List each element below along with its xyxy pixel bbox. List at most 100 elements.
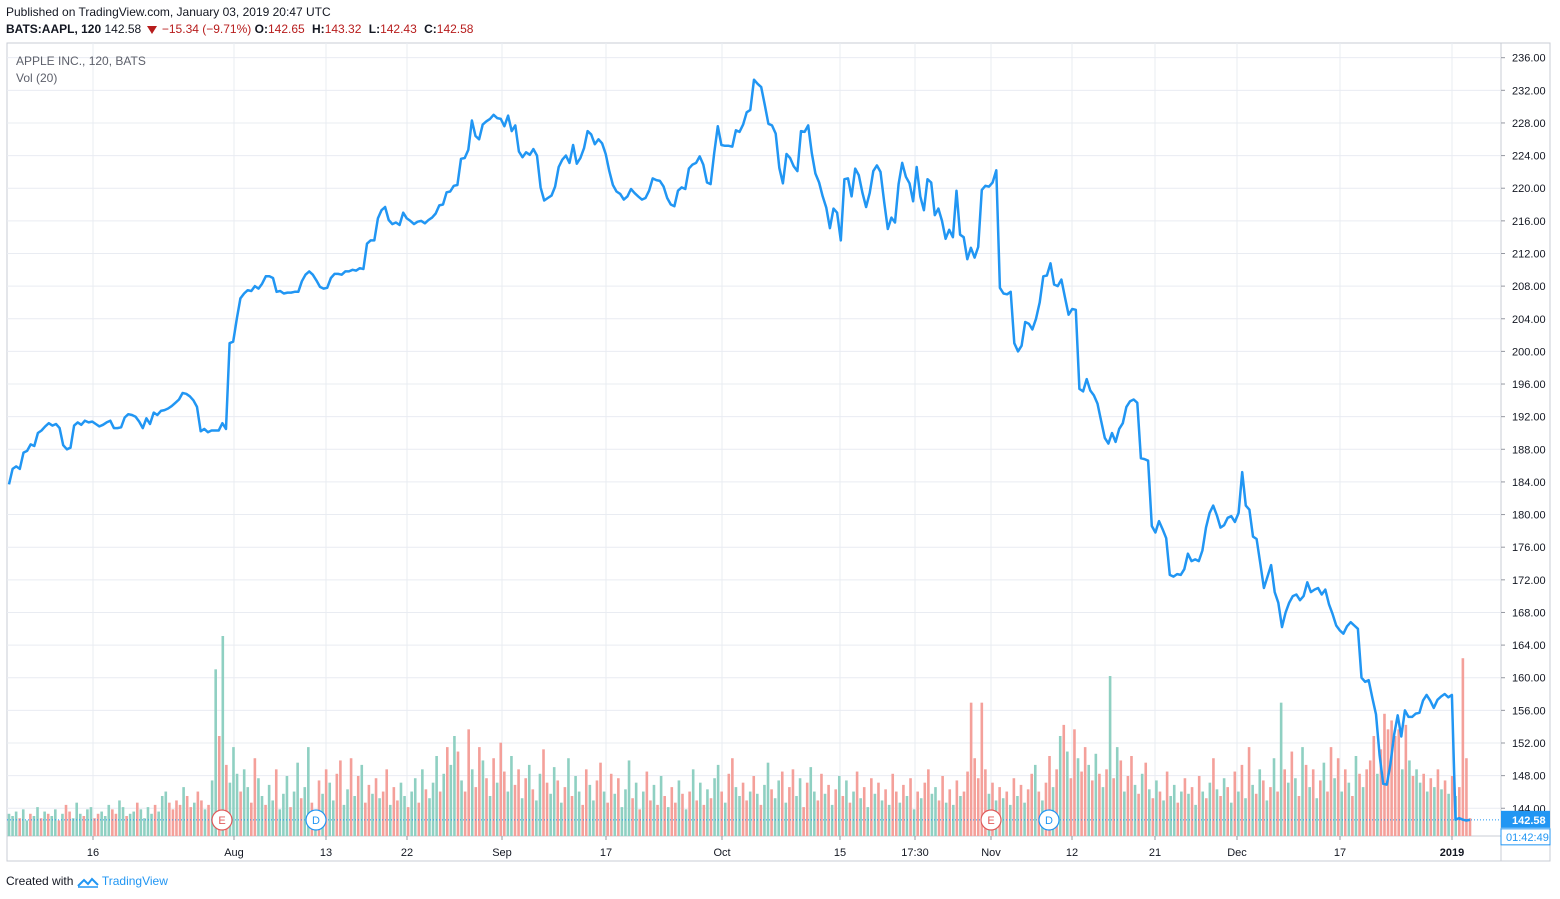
volume-bar: [157, 811, 160, 836]
volume-bar: [845, 780, 848, 836]
volume-bar: [777, 780, 780, 836]
volume-bar: [731, 758, 734, 836]
volume-bar: [1012, 778, 1016, 836]
volume-bar: [171, 809, 175, 836]
volume-bar: [1433, 787, 1436, 836]
volume-bar: [1425, 791, 1429, 836]
volume-bar: [1358, 773, 1361, 836]
symbol-label[interactable]: BATS:AAPL, 120: [6, 22, 102, 36]
volume-bar: [114, 813, 118, 836]
volume-bar: [766, 762, 770, 836]
volume-bar: [388, 804, 392, 836]
volume-bar: [1244, 798, 1247, 836]
volume-bar: [716, 764, 720, 836]
volume-bar: [146, 807, 150, 836]
volume-bar: [563, 787, 567, 836]
volume-bar: [1205, 798, 1208, 836]
volume-bar: [185, 796, 189, 836]
volume-bar: [720, 791, 723, 836]
volume-bar: [595, 780, 599, 836]
volume-bar: [442, 773, 446, 836]
volume-bar: [68, 811, 71, 836]
volume-bar: [1279, 702, 1283, 836]
volume-bar: [1055, 769, 1058, 836]
volume-bar: [1133, 784, 1137, 836]
dividend-event-label: D: [312, 815, 320, 827]
volume-bar: [356, 776, 360, 836]
volume-bar: [189, 807, 193, 836]
tradingview-link[interactable]: TradingView: [101, 874, 168, 888]
volume-bar: [221, 636, 225, 836]
volume-bar: [1233, 771, 1237, 836]
volume-bar: [1376, 773, 1379, 836]
volume-bar: [1080, 771, 1083, 836]
volume-bar: [1237, 791, 1240, 836]
volume-bar: [656, 804, 659, 836]
volume-bar: [1422, 773, 1425, 836]
volume-bar: [82, 816, 86, 836]
volume-bar: [1311, 769, 1315, 836]
volume-bar: [463, 791, 467, 836]
volume-bar: [253, 758, 257, 836]
volume-bar: [324, 769, 328, 836]
volume-bar: [1058, 736, 1062, 836]
created-with-text: Created with: [6, 874, 74, 888]
volume-bar: [1294, 778, 1297, 836]
volume-bar: [1393, 736, 1397, 836]
volume-bar: [706, 789, 709, 836]
volume-bar: [955, 780, 959, 836]
volume-bar: [866, 807, 870, 836]
volume-bar: [1016, 796, 1019, 836]
volume-bar: [1001, 798, 1005, 836]
volume-bar: [830, 804, 834, 836]
volume-bar: [966, 771, 969, 836]
volume-bar: [1126, 776, 1130, 836]
volume-bar: [50, 816, 54, 836]
volume-bar: [795, 796, 798, 836]
volume-bar: [25, 820, 29, 836]
high-value: 143.32: [324, 22, 362, 36]
volume-bar: [1098, 773, 1101, 836]
volume-bar: [1208, 782, 1212, 836]
volume-bar: [877, 782, 880, 836]
volume-bar: [1026, 789, 1030, 836]
volume-bar: [168, 802, 171, 836]
volume-bar: [64, 804, 68, 836]
volume-bar: [934, 787, 937, 836]
volume-bar: [723, 802, 727, 836]
volume-bar: [349, 758, 353, 836]
volume-bar: [86, 809, 89, 836]
volume-bar: [691, 769, 695, 836]
volume-bar: [1144, 762, 1148, 836]
volume-bar: [217, 736, 221, 836]
volume-bar: [599, 762, 602, 836]
volume-bar: [1365, 769, 1368, 836]
volume-bar: [467, 729, 470, 836]
chart-legend-title: APPLE INC., 120, BATS: [16, 54, 146, 68]
volume-bar: [1229, 802, 1233, 836]
volume-bar: [1187, 793, 1190, 836]
volume-bar: [592, 800, 595, 836]
volume-legend: Vol (20): [16, 71, 58, 85]
volume-bar: [331, 800, 335, 836]
volume-bar: [150, 813, 153, 836]
volume-bar: [1119, 760, 1123, 836]
volume-bar: [118, 800, 121, 836]
volume-bar: [1343, 769, 1347, 836]
volume-bar: [1269, 787, 1272, 836]
volume-bar: [1304, 764, 1308, 836]
x-tick-label: Dec: [1227, 847, 1247, 859]
volume-bar: [453, 736, 456, 836]
volume-bar: [242, 769, 246, 836]
volume-bar: [788, 787, 791, 836]
volume-bar: [848, 802, 852, 836]
volume-bar: [1447, 793, 1450, 836]
volume-bar: [392, 787, 396, 836]
volume-bar: [385, 769, 389, 836]
volume-bar: [14, 811, 18, 836]
volume-bar: [371, 793, 374, 836]
volume-bar: [1158, 791, 1162, 836]
volume-bar: [880, 800, 884, 836]
volume-bar: [470, 769, 474, 836]
